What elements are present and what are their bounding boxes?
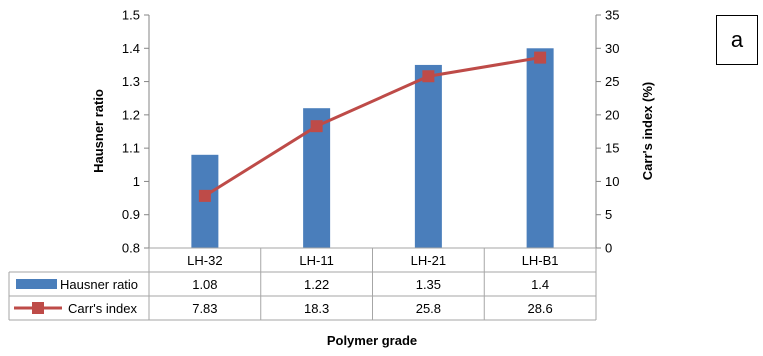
y-left-tick-label: 1.1 <box>122 141 140 156</box>
y-left-tick-label: 1.3 <box>122 74 140 89</box>
y-right-tick-label: 5 <box>605 207 612 222</box>
y-left-tick-label: 1 <box>133 174 140 189</box>
x-tick-label: LH-21 <box>411 253 446 268</box>
y-left-tick-label: 1.5 <box>122 8 140 23</box>
table-cell-hausner-ratio: 1.22 <box>304 277 329 292</box>
legend-label-hausner-ratio: Hausner ratio <box>60 277 138 292</box>
bar-hausner-ratio <box>526 48 554 249</box>
x-tick-label: LH-11 <box>299 253 333 268</box>
legend-key-hausner-ratio <box>16 279 57 289</box>
table-cell-hausner-ratio: 1.08 <box>192 277 217 292</box>
y-right-tick-label: 10 <box>605 174 619 189</box>
y-left-axis-title: Hausner ratio <box>91 89 106 173</box>
point-carrs-index <box>310 120 323 133</box>
table-cell-carrs-index: 7.83 <box>192 301 217 316</box>
line-carrs-index <box>204 56 541 198</box>
legend-key-carrs-index-marker <box>32 302 44 314</box>
x-tick-label: LH-B1 <box>522 253 559 268</box>
x-tick-label: LH-32 <box>187 253 222 268</box>
y-right-tick-label: 35 <box>605 8 619 23</box>
y-right-tick-label: 30 <box>605 41 619 56</box>
panel-label: a <box>730 27 744 52</box>
table-cell-hausner-ratio: 1.4 <box>531 277 549 292</box>
panel-label-box: a <box>716 15 758 65</box>
table-cell-carrs-index: 18.3 <box>304 301 329 316</box>
y-left-tick-label: 0.8 <box>122 241 140 256</box>
y-left-tick-label: 1.4 <box>122 41 140 56</box>
y-left-tick-label: 1.2 <box>122 107 140 122</box>
table-cell-hausner-ratio: 1.35 <box>416 277 441 292</box>
y-left-tick-label: 0.9 <box>122 207 140 222</box>
point-carrs-index <box>422 70 435 83</box>
x-axis-title: Polymer grade <box>327 333 417 348</box>
bar-hausner-ratio <box>414 64 442 248</box>
legend-label-carrs-index: Carr's index <box>68 301 137 316</box>
y-right-tick-label: 20 <box>605 107 619 122</box>
point-carrs-index <box>534 51 547 64</box>
y-right-tick-label: 15 <box>605 141 619 156</box>
point-carrs-index <box>198 189 211 202</box>
table-cell-carrs-index: 25.8 <box>416 301 441 316</box>
y-right-tick-label: 25 <box>605 74 619 89</box>
y-right-tick-label: 0 <box>605 241 612 256</box>
table-cell-carrs-index: 28.6 <box>527 301 552 316</box>
y-right-axis-title: Carr's index (%) <box>640 82 655 180</box>
